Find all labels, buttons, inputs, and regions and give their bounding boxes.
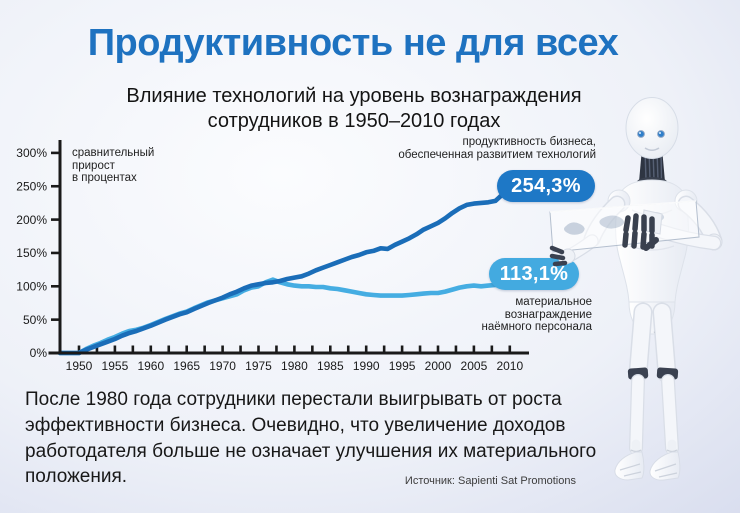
robot-legs bbox=[627, 302, 679, 463]
robot-left-hand bbox=[622, 209, 663, 251]
robot-left-arm bbox=[652, 195, 723, 251]
svg-text:2000: 2000 bbox=[425, 359, 452, 373]
svg-text:0%: 0% bbox=[30, 346, 48, 360]
robot-torso bbox=[607, 179, 698, 303]
robot-feet bbox=[614, 451, 681, 481]
robot-knee-right bbox=[656, 367, 679, 380]
svg-text:1985: 1985 bbox=[317, 359, 344, 373]
compensation-series-label: материальное вознаграждение наёмного пер… bbox=[481, 296, 592, 334]
svg-text:300%: 300% bbox=[16, 146, 47, 160]
compensation-value-badge: 113,1% bbox=[489, 258, 579, 290]
svg-text:2010: 2010 bbox=[496, 359, 523, 373]
svg-text:200%: 200% bbox=[16, 213, 47, 227]
robot-neck bbox=[637, 148, 667, 187]
chart-canvas: 0% 50% 100% 150% 200% 250% 300% 1950 1955 1960 196… bbox=[16, 140, 529, 373]
line-chart: 0% 50% 100% 150% 200% 250% 300% 1950 1955 1960 196… bbox=[0, 130, 600, 380]
productivity-series-label: продуктивность бизнеса, обеспеченная раз… bbox=[398, 136, 596, 161]
svg-text:100%: 100% bbox=[16, 280, 47, 294]
page-title: Продуктивность не для всех bbox=[87, 22, 619, 64]
svg-text:1975: 1975 bbox=[245, 359, 272, 373]
conclusion-text: После 1980 года сотрудники перестали выи… bbox=[25, 389, 597, 488]
svg-text:1965: 1965 bbox=[173, 359, 200, 373]
svg-text:1955: 1955 bbox=[102, 359, 129, 373]
productivity-value-badge: 254,3% bbox=[497, 170, 595, 202]
y-axis-annotation: сравнительный прирост в процентах bbox=[72, 147, 155, 185]
svg-text:2005: 2005 bbox=[461, 359, 488, 373]
source-credit: Источник: Sapienti Sat Promotions bbox=[404, 475, 576, 487]
svg-text:1960: 1960 bbox=[137, 359, 164, 373]
svg-text:250%: 250% bbox=[16, 179, 47, 193]
robot-pelvis bbox=[628, 301, 676, 335]
page-subtitle: Влияние технологий на уровень вознагражд… bbox=[126, 85, 582, 133]
svg-text:1980: 1980 bbox=[281, 359, 308, 373]
svg-text:150%: 150% bbox=[16, 246, 47, 260]
svg-text:1990: 1990 bbox=[353, 359, 380, 373]
svg-text:1950: 1950 bbox=[66, 359, 93, 373]
svg-text:50%: 50% bbox=[23, 313, 47, 327]
robot-knee-left bbox=[627, 367, 649, 380]
robot-mouth bbox=[644, 147, 660, 152]
svg-text:1995: 1995 bbox=[389, 359, 416, 373]
svg-text:1970: 1970 bbox=[209, 359, 236, 373]
